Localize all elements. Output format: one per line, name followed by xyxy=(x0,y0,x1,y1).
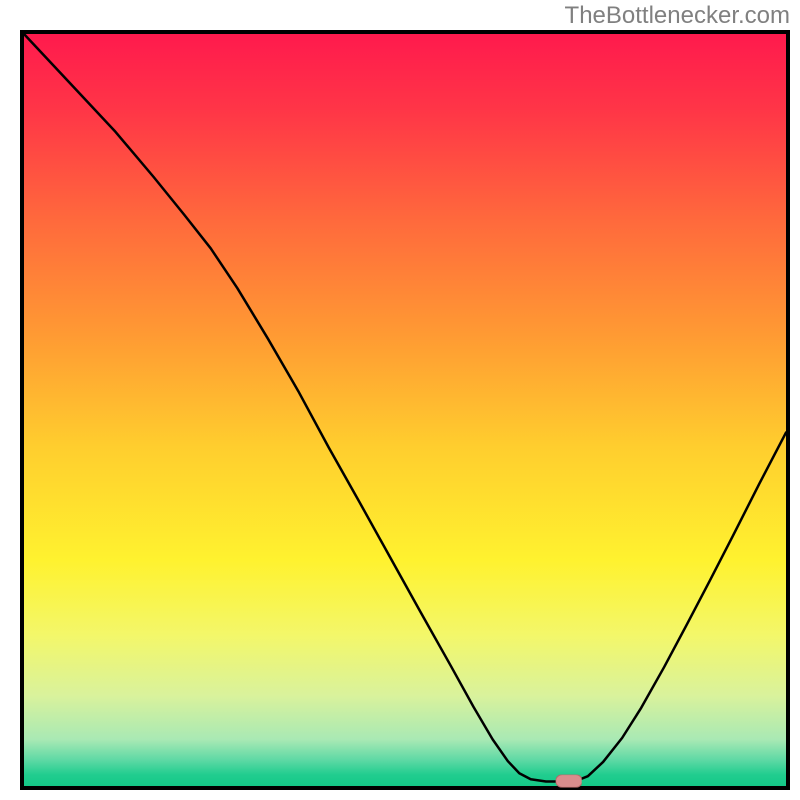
minimum-marker xyxy=(556,775,583,788)
plot-area xyxy=(24,34,786,786)
watermark-text: TheBottlenecker.com xyxy=(565,2,790,30)
chart-frame xyxy=(20,30,790,790)
plot-background xyxy=(24,34,786,786)
plot-svg xyxy=(24,34,786,786)
